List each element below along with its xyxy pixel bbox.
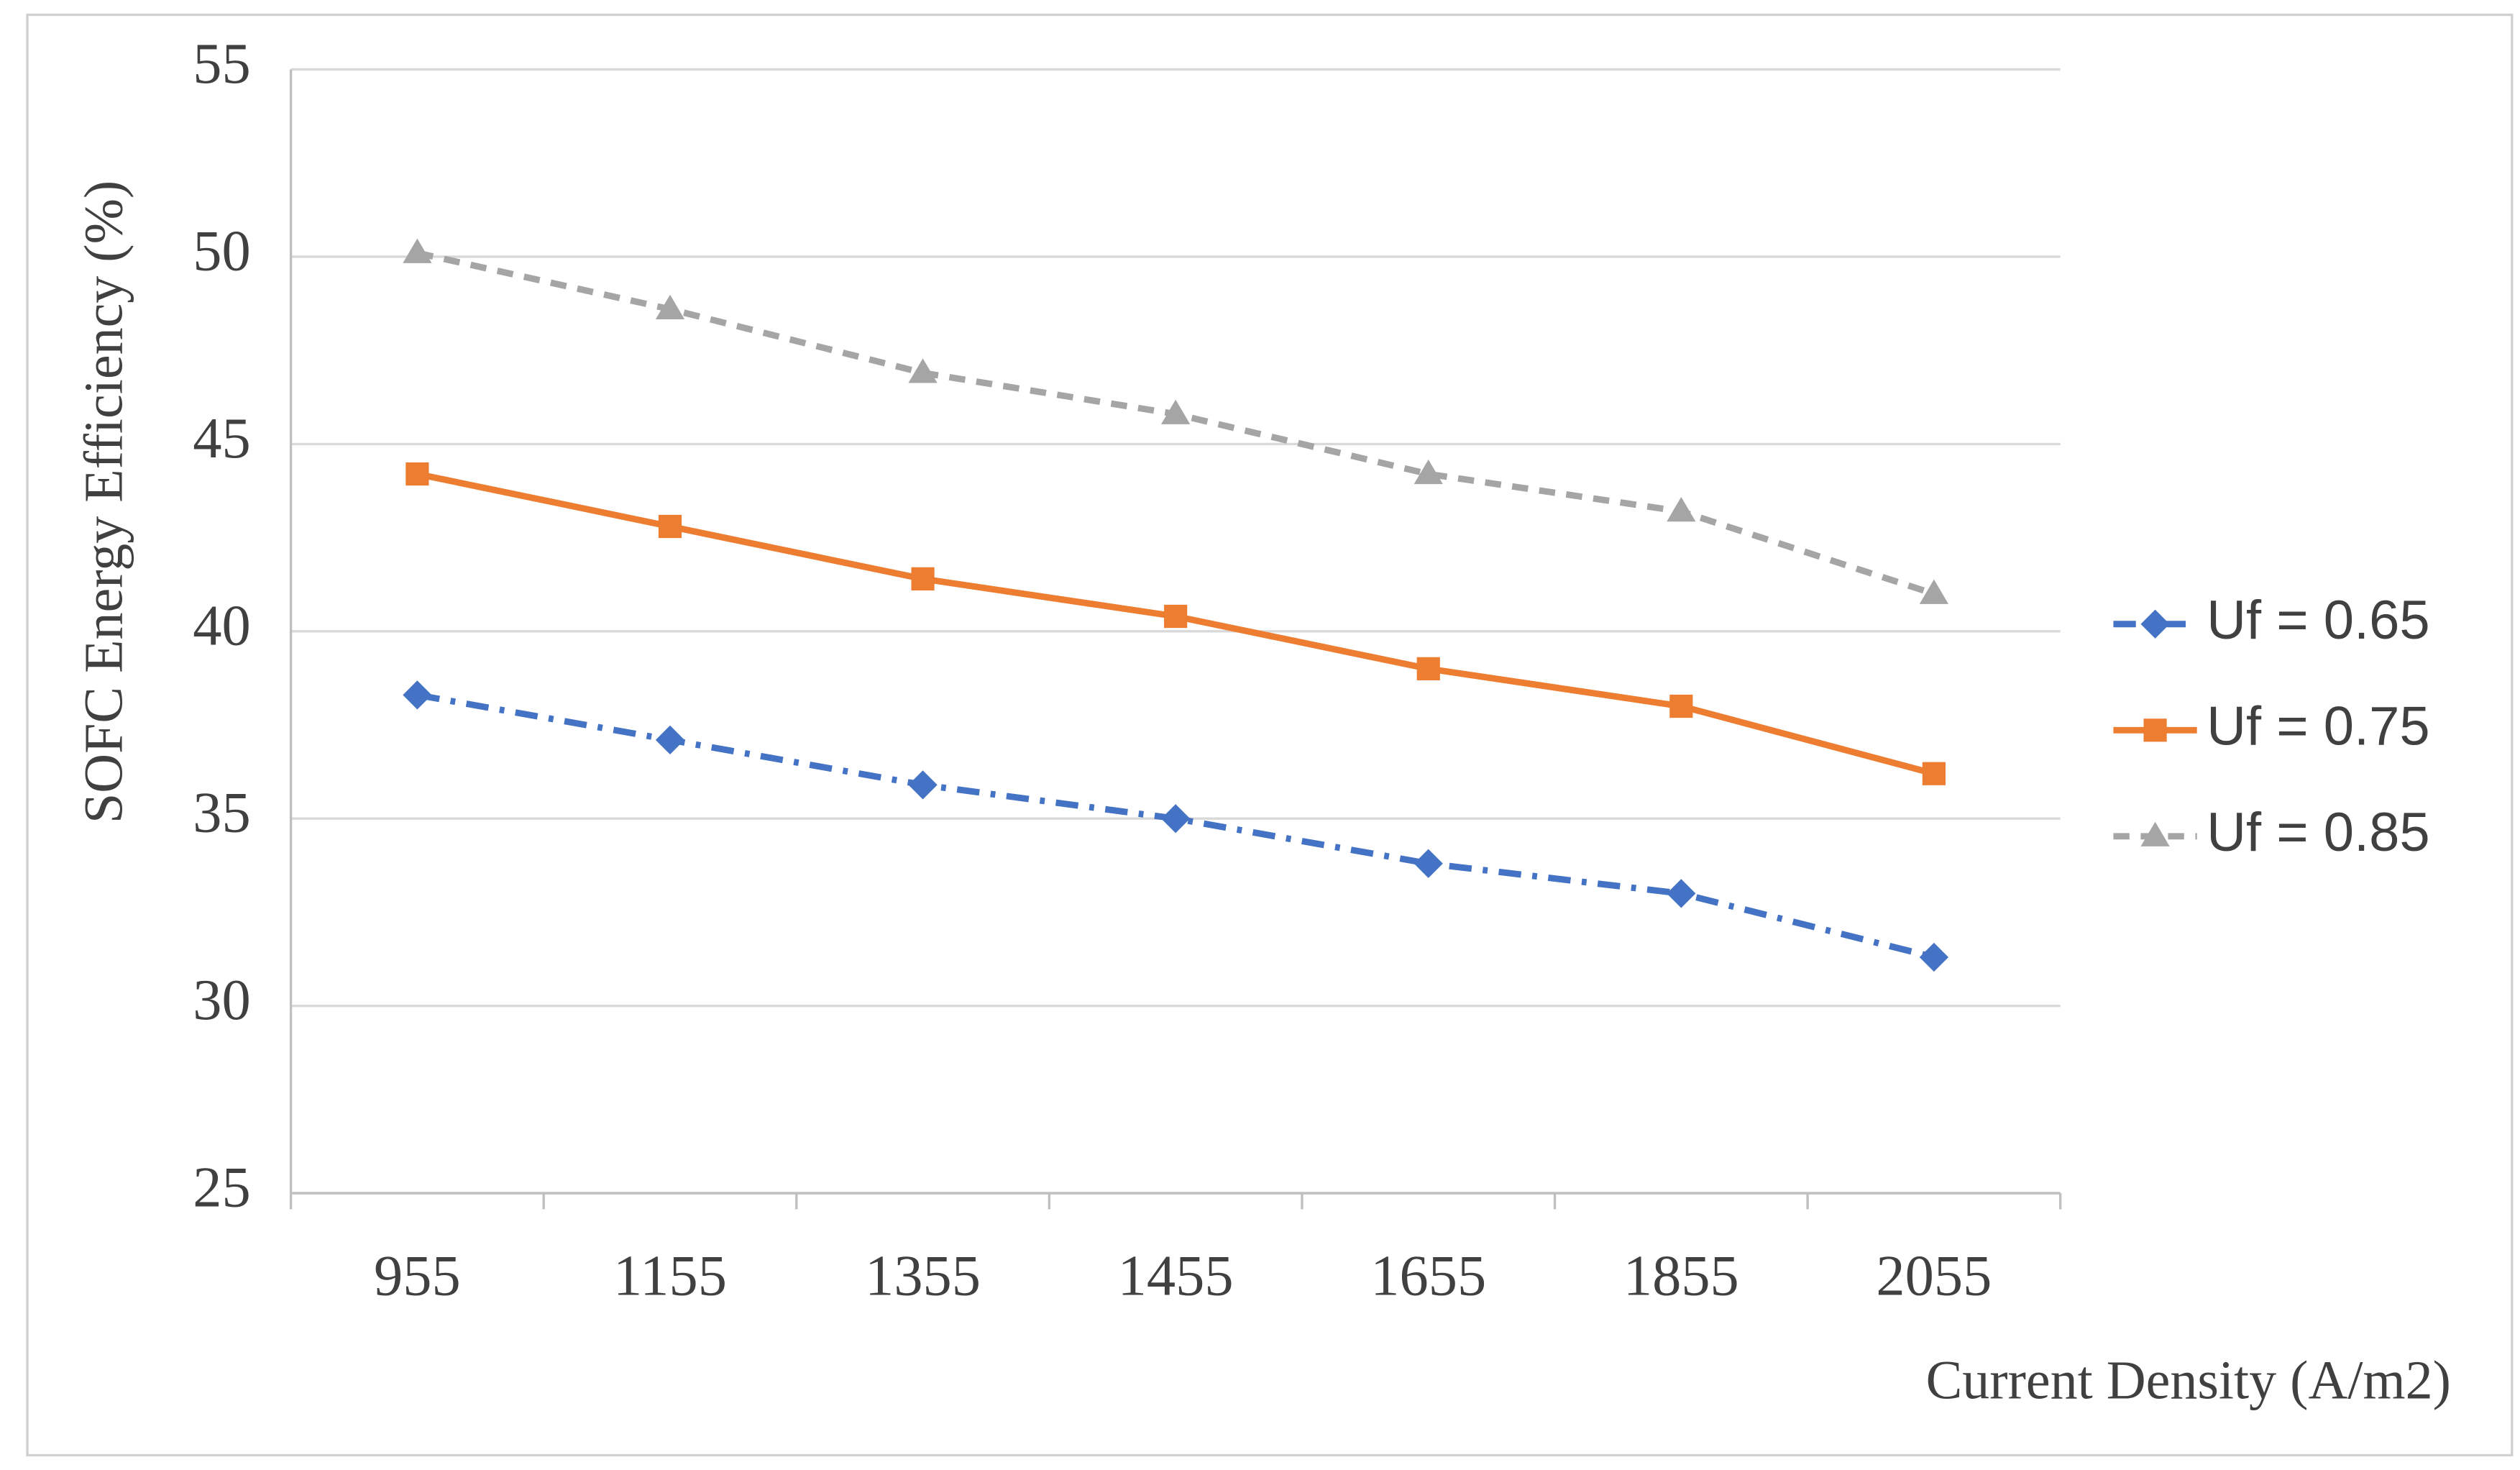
- data-point: [403, 238, 432, 263]
- data-point: [406, 462, 429, 486]
- legend-marker: [2143, 718, 2167, 742]
- x-tick-label: 1355: [865, 1243, 981, 1307]
- x-tick-label: 955: [374, 1243, 461, 1307]
- legend-marker: [2140, 609, 2170, 639]
- y-axis-title: SOFC Energy Efficiency (%): [73, 181, 134, 823]
- data-point: [911, 567, 935, 590]
- x-tick-label: 1455: [1118, 1243, 1234, 1307]
- legend-label: Uf = 0.85: [2207, 802, 2430, 863]
- x-tick-label: 1655: [1370, 1243, 1486, 1307]
- y-tick-label: 50: [193, 219, 250, 283]
- y-tick-label: 40: [193, 593, 250, 657]
- x-tick-label: 2055: [1876, 1243, 1992, 1307]
- data-point: [1161, 804, 1191, 834]
- chart-border: [26, 13, 2514, 1457]
- legend-label: Uf = 0.65: [2207, 590, 2430, 651]
- y-tick-label: 55: [193, 32, 250, 96]
- y-tick-label: 45: [193, 406, 250, 470]
- x-tick-label: 1155: [613, 1243, 727, 1307]
- data-point: [1919, 579, 1949, 604]
- data-point: [1414, 459, 1443, 485]
- data-point: [658, 514, 682, 539]
- y-tick-label: 35: [193, 781, 250, 845]
- data-point: [908, 358, 938, 383]
- x-tick-label: 1855: [1623, 1243, 1739, 1307]
- data-point: [655, 294, 685, 319]
- data-point: [1669, 694, 1693, 718]
- data-point: [1416, 657, 1440, 680]
- legend-marker: [2140, 821, 2170, 846]
- data-point: [1164, 604, 1188, 629]
- y-tick-label: 25: [193, 1156, 250, 1220]
- x-axis-title: Current Density (A/m2): [1926, 1351, 2451, 1411]
- data-point: [1919, 942, 1949, 972]
- data-point: [1161, 399, 1191, 424]
- legend-label: Uf = 0.75: [2207, 695, 2430, 757]
- data-point: [1922, 762, 1946, 785]
- y-tick-label: 30: [193, 968, 250, 1032]
- data-point: [1667, 879, 1696, 908]
- data-point: [1667, 497, 1696, 522]
